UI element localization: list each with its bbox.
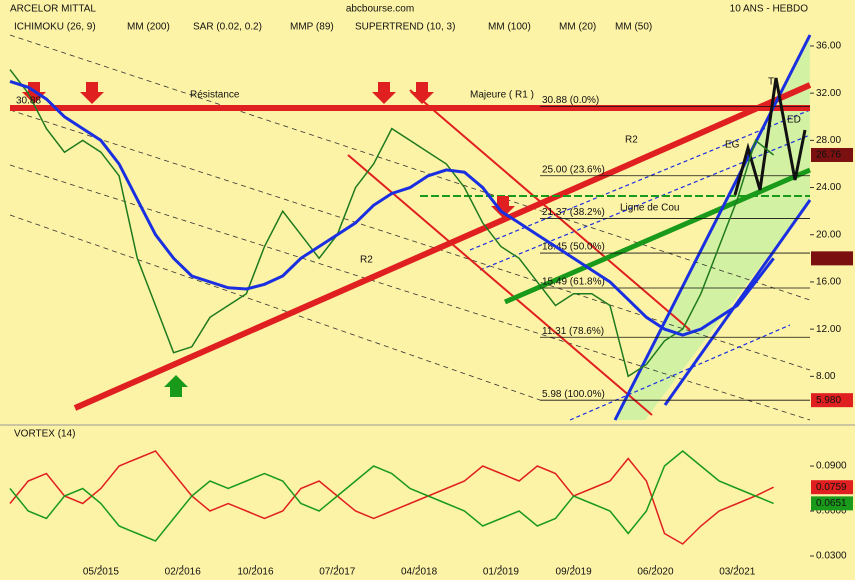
r2-line	[73, 82, 812, 411]
x-tick-label: 01/2019	[483, 567, 520, 578]
x-tick-label: 07/2017	[319, 567, 356, 578]
fib-label: 5.98 (100.0%)	[542, 389, 605, 400]
y-tick-label: 28.00	[816, 135, 841, 146]
annotation: ED	[787, 115, 801, 126]
y-tick-label: 8.00	[816, 371, 836, 382]
y-tick-label: 0.0300	[816, 551, 847, 562]
y-tick-label: 0.0600	[816, 506, 847, 517]
x-tick-label: 10/2016	[237, 567, 274, 578]
drawings	[9, 34, 812, 421]
annotation: R2	[360, 255, 373, 266]
annotation: Majeure ( R1 )	[470, 90, 534, 101]
fib-label: 11.31 (78.6%)	[542, 326, 604, 337]
legend-item: SAR (0.02, 0.2)	[193, 22, 262, 33]
y-tick-label: 16.00	[816, 277, 841, 288]
series-line	[9, 79, 775, 337]
annotation: Résistance	[190, 90, 240, 101]
falling-channel	[409, 89, 691, 331]
price-tag	[811, 393, 853, 408]
series-line	[9, 69, 775, 378]
legend-item: SUPERTREND (10, 3)	[355, 22, 455, 33]
dashed-lines	[9, 34, 811, 421]
last-value-tag	[811, 496, 853, 511]
annotation: Ligne de Cou	[620, 203, 680, 214]
y-tick-label: 20.00	[816, 229, 841, 240]
series-line	[9, 450, 774, 542]
legend-item: MM (20)	[559, 22, 596, 33]
last-value-label: 0.0759	[816, 482, 847, 493]
last-value-label: 0.0651	[816, 498, 847, 509]
y-tick-label: 12.00	[816, 324, 841, 335]
rising-channel	[613, 34, 812, 421]
annotation: 30.88	[16, 96, 41, 107]
last-value-tag	[811, 147, 853, 162]
y-tick-label: 24.00	[816, 182, 841, 193]
x-tick-label: 04/2018	[401, 567, 438, 578]
fib-label: 21.37 (38.2%)	[542, 207, 605, 218]
fib-label: 18.45 (50.0%)	[542, 242, 605, 253]
legend-item: ICHIMOKU (26, 9)	[14, 22, 96, 33]
annotation: T	[768, 77, 774, 88]
source: abcbourse.com	[346, 4, 414, 15]
fib-label: 30.88 (0.0%)	[542, 95, 599, 106]
x-tick-label: 02/2016	[165, 567, 202, 578]
x-tick-label: 06/2020	[637, 567, 674, 578]
neckline	[504, 167, 811, 305]
legend-item: MM (200)	[127, 22, 170, 33]
fib-label: 25.00 (23.6%)	[542, 164, 605, 175]
x-tick-label: 05/2015	[83, 567, 120, 578]
annotation: R2	[625, 135, 638, 146]
x-tick-label: 03/2021	[719, 567, 756, 578]
legend-item: MMP (89)	[290, 22, 334, 33]
rising-channel	[663, 199, 812, 406]
y-tick-label: 0.0900	[816, 461, 847, 472]
series-line	[9, 450, 774, 545]
blue-dashed	[469, 109, 811, 421]
y-tick-label: 36.00	[816, 41, 841, 52]
legend-item: MM (100)	[488, 22, 531, 33]
y-tick-label: 32.00	[816, 88, 841, 99]
period: 10 ANS - HEBDO	[730, 4, 809, 15]
last-value-tag	[811, 480, 853, 495]
buy-arrow	[164, 375, 188, 397]
falling-channel	[347, 154, 653, 416]
legend-item: MM (50)	[615, 22, 652, 33]
price-tag-label: 5.980	[816, 395, 841, 406]
panel-title: VORTEX (14)	[14, 429, 76, 440]
fib-label: 15.49 (61.8%)	[542, 277, 605, 288]
last-value-label: 26.76	[816, 150, 841, 161]
annotation: EG	[725, 140, 740, 151]
pattern	[733, 77, 807, 196]
last-value-tag	[811, 251, 853, 266]
x-tick-label: 09/2019	[556, 567, 593, 578]
title: ARCELOR MITTAL	[10, 4, 96, 15]
